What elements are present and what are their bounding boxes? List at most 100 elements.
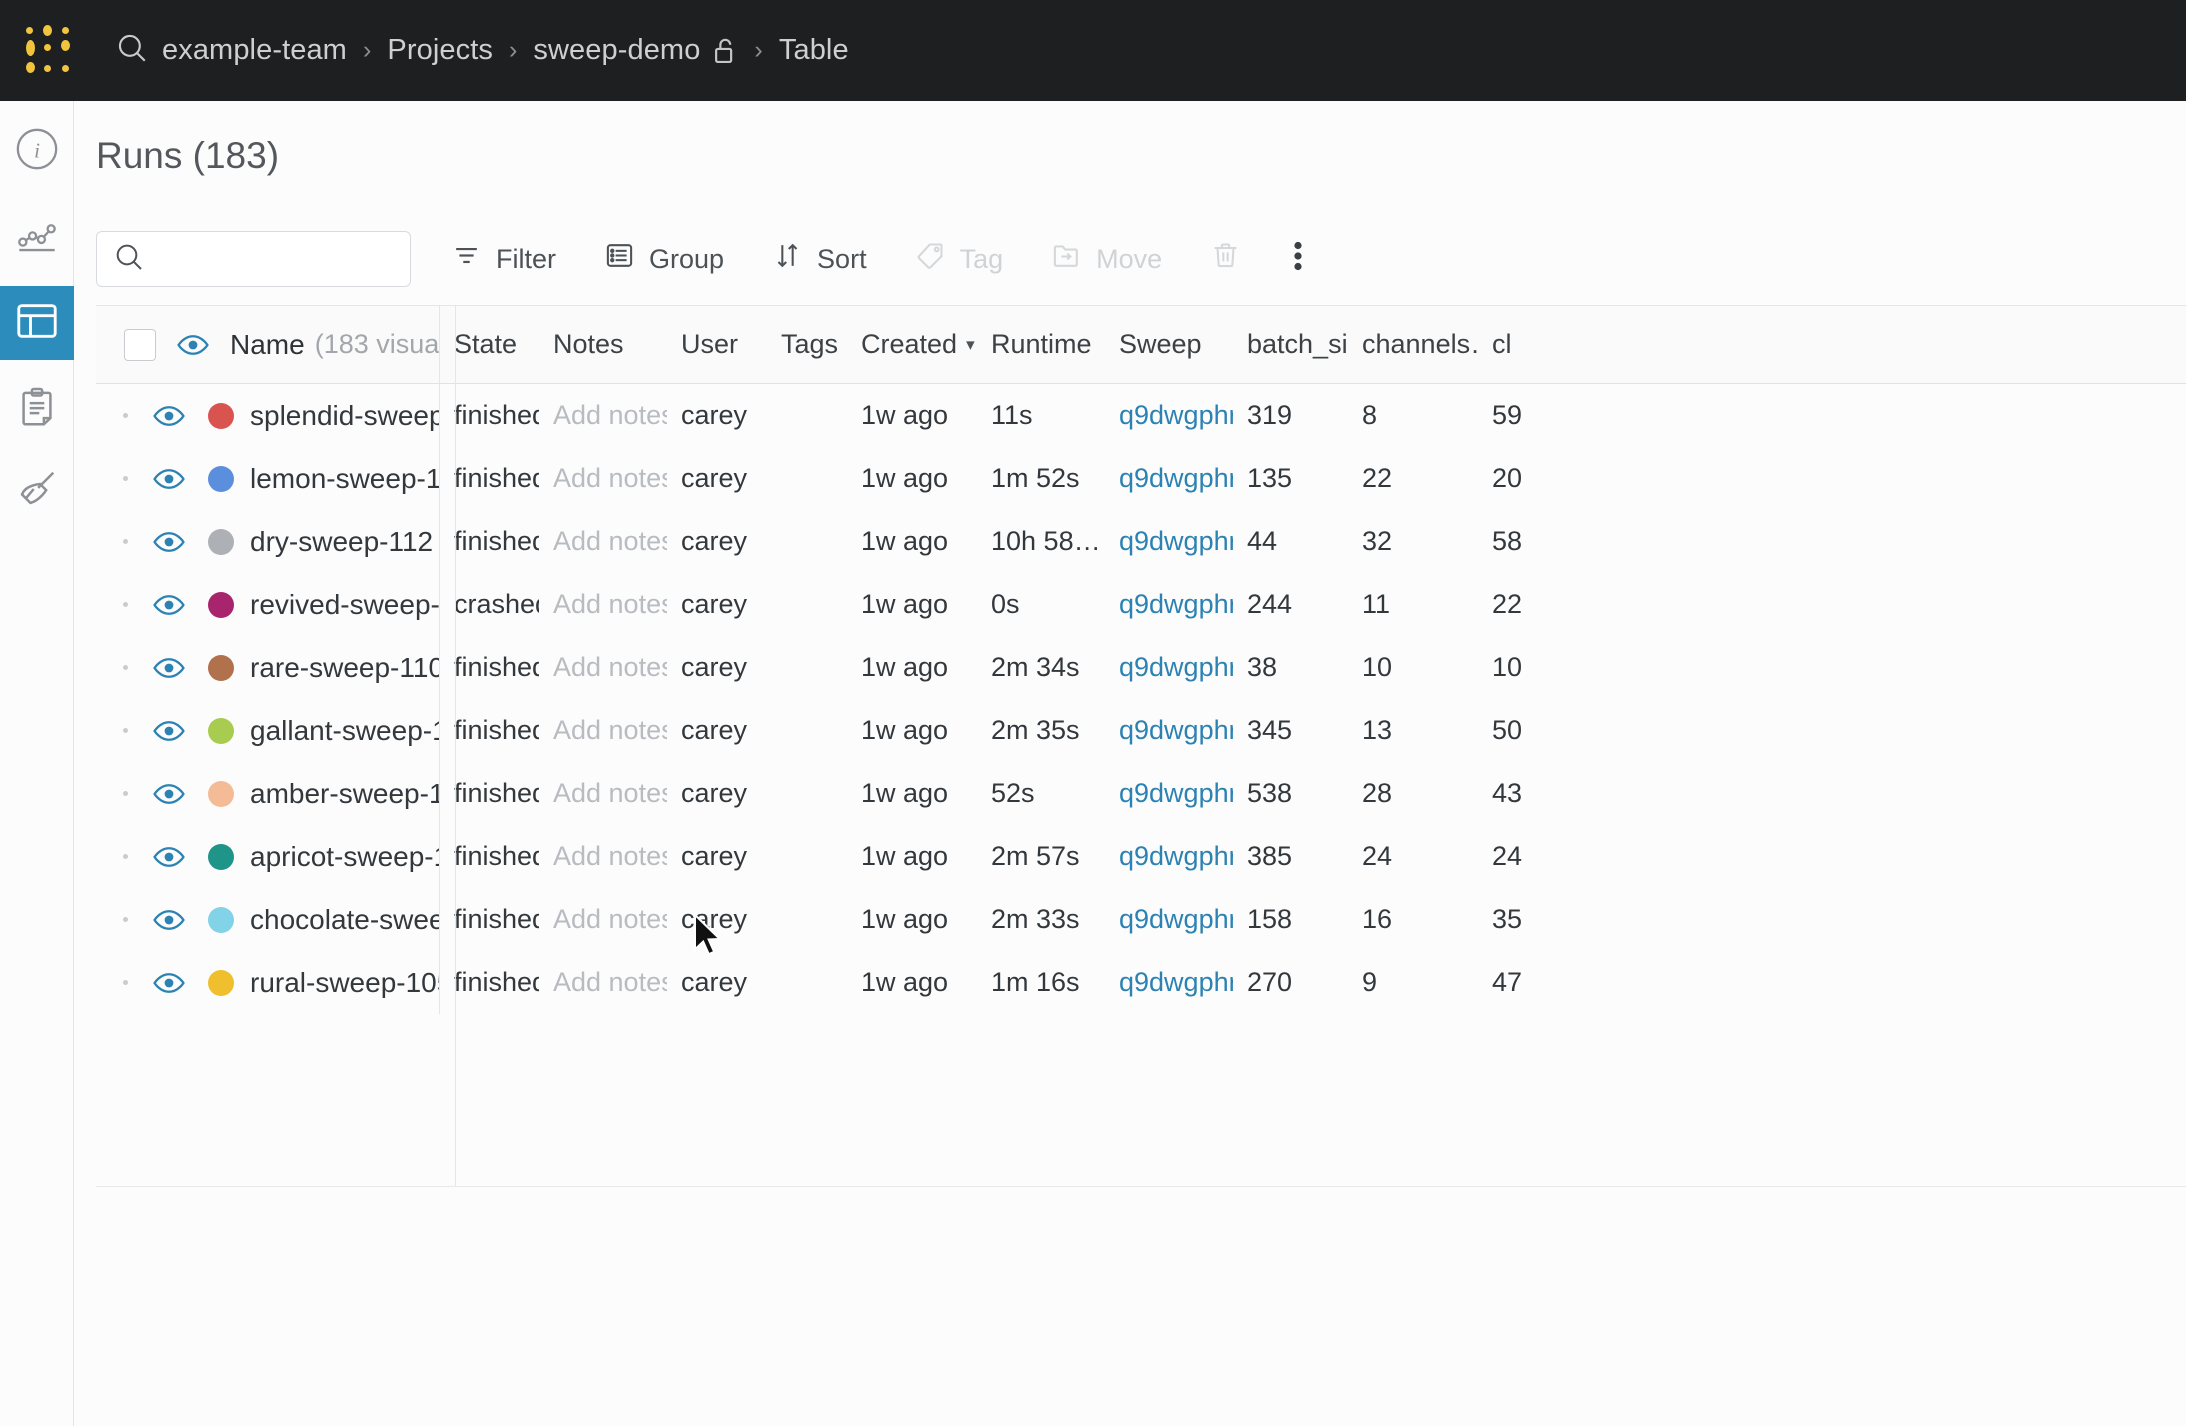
header-cell-tags[interactable]: Tags <box>781 329 839 359</box>
cell-run-name[interactable]: revived-sweep-111 <box>96 573 439 636</box>
drag-handle-icon[interactable] <box>114 539 136 544</box>
sort-button[interactable]: Sort <box>766 232 873 286</box>
visibility-eye-icon[interactable] <box>152 525 186 559</box>
run-name-label[interactable]: dry-sweep-112 <box>250 525 434 557</box>
cell-run-name[interactable]: rare-sweep-110 <box>96 636 439 699</box>
table-row[interactable]: dry-sweep-112 finished Add notes carey 1w ag… <box>96 510 2186 573</box>
cell-sweep[interactable]: q9dwgphr <box>1119 463 1233 493</box>
table-row[interactable]: rural-sweep-105 finished Add notes carey 1w … <box>96 951 2186 1014</box>
visibility-eye-icon[interactable] <box>152 588 186 622</box>
cell-run-name[interactable]: lemon-sweep-113 <box>96 447 439 510</box>
header-cell-sweep[interactable]: Sweep <box>1119 329 1202 359</box>
drag-handle-icon[interactable] <box>114 728 136 733</box>
unlock-icon[interactable] <box>712 36 738 66</box>
cell-notes[interactable]: Add notes <box>553 400 667 430</box>
table-row[interactable]: chocolate-sweep-106finished Add notes care… <box>96 888 2186 951</box>
run-name-label[interactable]: amber-sweep-108 <box>250 777 439 809</box>
table-row[interactable]: rare-sweep-110 finished Add notes carey 1w a… <box>96 636 2186 699</box>
visibility-eye-icon[interactable] <box>152 651 186 685</box>
run-name-label[interactable]: lemon-sweep-113 <box>250 462 439 494</box>
more-options-button[interactable] <box>1287 230 1309 289</box>
cell-sweep[interactable]: q9dwgphr <box>1119 715 1233 745</box>
run-name-label[interactable]: rural-sweep-105 <box>250 966 439 998</box>
run-name-label[interactable]: splendid-sweep-114 <box>250 399 439 431</box>
header-cell-runtime[interactable]: Runtime <box>991 329 1092 359</box>
cell-notes[interactable]: Add notes <box>553 904 667 934</box>
delete-button[interactable] <box>1204 232 1247 286</box>
select-all-checkbox[interactable] <box>124 328 156 361</box>
sidebar-item-overview[interactable]: i <box>0 114 74 188</box>
table-row[interactable]: apricot-sweep-107finished Add notes carey 1… <box>96 825 2186 888</box>
sidebar-item-reports[interactable] <box>0 372 74 446</box>
cell-notes[interactable]: Add notes <box>553 967 667 997</box>
run-name-label[interactable]: chocolate-sweep-106 <box>250 903 439 935</box>
visibility-eye-icon[interactable] <box>152 714 186 748</box>
sidebar-item-charts[interactable] <box>0 200 74 274</box>
cell-notes[interactable]: Add notes <box>553 589 667 619</box>
cell-run-name[interactable]: gallant-sweep-109 <box>96 699 439 762</box>
drag-handle-icon[interactable] <box>114 917 136 922</box>
breadcrumb-item-table[interactable]: Table <box>778 34 849 66</box>
group-button[interactable]: Group <box>598 232 730 286</box>
visibility-eye-icon[interactable] <box>152 777 186 811</box>
table-row[interactable]: splendid-sweep-114finished Add notes carey… <box>96 384 2186 447</box>
drag-handle-icon[interactable] <box>114 791 136 796</box>
table-row[interactable]: revived-sweep-111crashed Add notes carey 1w… <box>96 573 2186 636</box>
cell-sweep[interactable]: q9dwgphr <box>1119 652 1233 682</box>
search-input[interactable] <box>157 244 387 274</box>
table-row[interactable]: amber-sweep-108finished Add notes carey 1w … <box>96 762 2186 825</box>
cell-sweep[interactable]: q9dwgphr <box>1119 841 1233 871</box>
visibility-eye-icon[interactable] <box>152 840 186 874</box>
run-name-label[interactable]: rare-sweep-110 <box>250 651 439 683</box>
table-row[interactable]: lemon-sweep-113finished Add notes carey 1w … <box>96 447 2186 510</box>
visibility-eye-icon[interactable] <box>176 328 210 362</box>
cell-run-name[interactable]: amber-sweep-108 <box>96 762 439 825</box>
sidebar-item-sweeps[interactable] <box>0 454 74 528</box>
header-cell-channels[interactable]: channels… <box>1362 329 1478 359</box>
cell-run-name[interactable]: splendid-sweep-114 <box>96 384 439 447</box>
cell-run-name[interactable]: apricot-sweep-107 <box>96 825 439 888</box>
cell-run-name[interactable]: dry-sweep-112 <box>96 510 439 573</box>
drag-handle-icon[interactable] <box>114 413 136 418</box>
visibility-eye-icon[interactable] <box>152 399 186 433</box>
cell-run-name[interactable]: rural-sweep-105 <box>96 951 439 1014</box>
cell-sweep[interactable]: q9dwgphr <box>1119 400 1233 430</box>
cell-notes[interactable]: Add notes <box>553 715 667 745</box>
header-cell-created[interactable]: Created ▾ <box>847 306 977 383</box>
drag-handle-icon[interactable] <box>114 602 136 607</box>
wandb-logo[interactable] <box>26 24 78 77</box>
drag-handle-icon[interactable] <box>114 854 136 859</box>
breadcrumb-item-team[interactable]: example-team <box>162 34 347 66</box>
cell-notes[interactable]: Add notes <box>553 526 667 556</box>
header-cell-batch-size[interactable]: batch_size <box>1247 329 1348 359</box>
run-name-label[interactable]: apricot-sweep-107 <box>250 840 439 872</box>
table-row[interactable]: gallant-sweep-109finished Add notes carey 1… <box>96 699 2186 762</box>
cell-run-name[interactable]: chocolate-sweep-106 <box>96 888 439 951</box>
tag-button[interactable]: Tag <box>909 232 1010 286</box>
cell-notes[interactable]: Add notes <box>553 841 667 871</box>
drag-handle-icon[interactable] <box>114 476 136 481</box>
cell-sweep[interactable]: q9dwgphr <box>1119 967 1233 997</box>
breadcrumb-item-projects[interactable]: Projects <box>387 34 493 66</box>
run-name-label[interactable]: revived-sweep-111 <box>250 588 439 620</box>
cell-sweep[interactable]: q9dwgphr <box>1119 904 1233 934</box>
visibility-eye-icon[interactable] <box>152 903 186 937</box>
cell-sweep[interactable]: q9dwgphr <box>1119 778 1233 808</box>
visibility-eye-icon[interactable] <box>152 462 186 496</box>
header-cell-truncated[interactable]: cl <box>1492 329 1512 359</box>
drag-handle-icon[interactable] <box>114 980 136 985</box>
visibility-eye-icon[interactable] <box>152 966 186 1000</box>
cell-notes[interactable]: Add notes <box>553 652 667 682</box>
header-cell-notes[interactable]: Notes <box>553 329 624 359</box>
cell-sweep[interactable]: q9dwgphr <box>1119 589 1233 619</box>
sidebar-item-table[interactable] <box>0 286 74 360</box>
breadcrumb-item-project[interactable]: sweep-demo <box>533 34 701 66</box>
cell-notes[interactable]: Add notes <box>553 778 667 808</box>
cell-notes[interactable]: Add notes <box>553 463 667 493</box>
move-button[interactable]: Move <box>1045 232 1168 286</box>
filter-button[interactable]: Filter <box>445 232 562 286</box>
header-cell-user[interactable]: User <box>681 329 739 359</box>
cell-sweep[interactable]: q9dwgphr <box>1119 526 1233 556</box>
global-search-button[interactable] <box>102 31 162 70</box>
header-cell-state[interactable]: State <box>439 306 539 383</box>
